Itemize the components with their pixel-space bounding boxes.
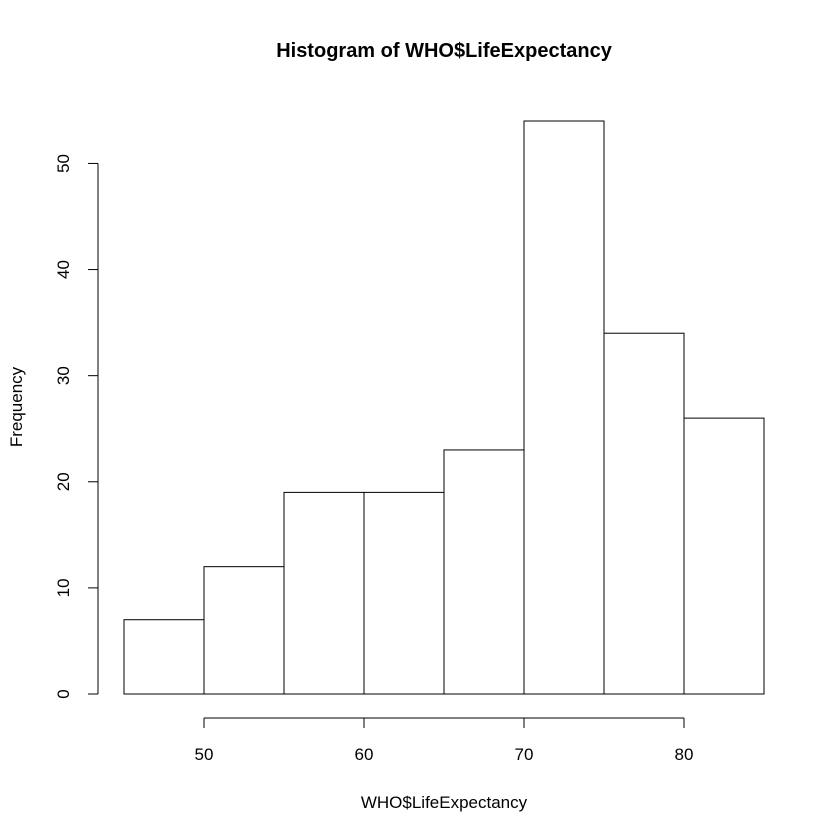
x-tick-label: 60 bbox=[355, 745, 374, 764]
histogram-bar bbox=[203, 566, 285, 695]
histogram-bar bbox=[123, 619, 205, 695]
histogram-bar bbox=[363, 491, 445, 695]
x-tick-label: 70 bbox=[515, 745, 534, 764]
y-tick-label: 20 bbox=[54, 472, 73, 491]
histogram-bar bbox=[683, 417, 765, 695]
histogram-bar bbox=[523, 120, 605, 695]
chart-title: Histogram of WHO$LifeExpectancy bbox=[276, 40, 613, 62]
y-tick-label: 30 bbox=[54, 366, 73, 385]
y-tick-label: 0 bbox=[54, 689, 73, 698]
x-tick-label: 80 bbox=[675, 745, 694, 764]
y-axis: 0 10 20 30 40 50 bbox=[54, 154, 99, 699]
histogram-bar bbox=[443, 449, 525, 695]
x-axis: 50 60 70 80 bbox=[195, 717, 694, 764]
histogram-bar bbox=[283, 491, 365, 695]
y-tick-label: 40 bbox=[54, 260, 73, 279]
x-axis-label: WHO$LifeExpectancy bbox=[361, 793, 528, 812]
histogram-bar bbox=[603, 332, 685, 695]
y-tick-label: 50 bbox=[54, 154, 73, 173]
y-axis-label: Frequency bbox=[7, 366, 26, 447]
bars-group bbox=[123, 120, 765, 695]
x-tick-label: 50 bbox=[195, 745, 214, 764]
y-tick-label: 10 bbox=[54, 578, 73, 597]
